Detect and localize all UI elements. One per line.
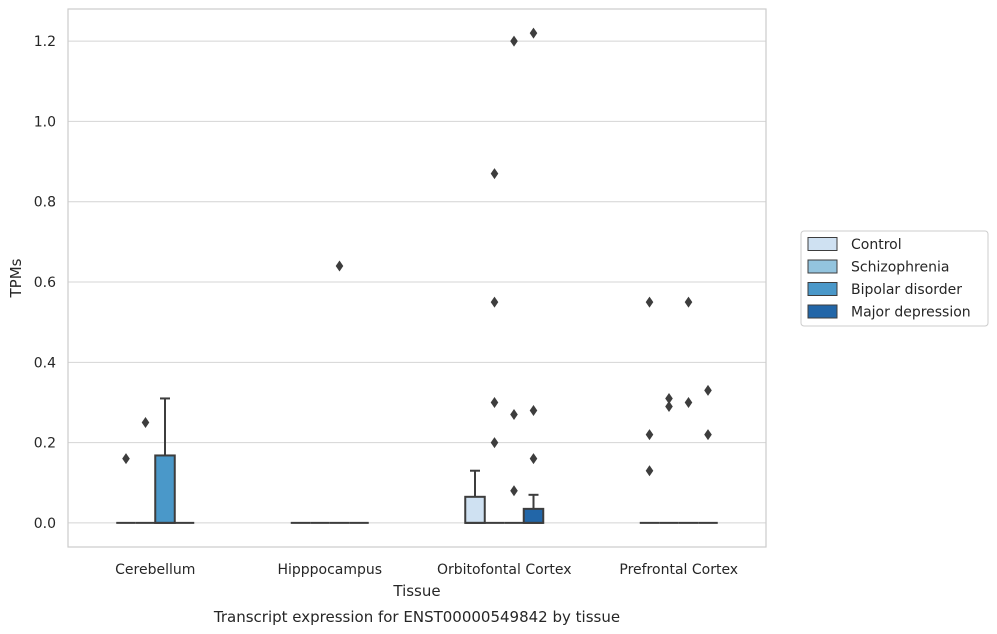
outlier-point [510, 35, 518, 47]
outlier-point [490, 396, 499, 408]
outlier-point [529, 27, 538, 39]
box-rect [522, 507, 545, 524]
x-tick-label: Prefrontal Cortex [619, 562, 738, 578]
plot-area-frame [67, 8, 767, 548]
outlier-point [645, 429, 654, 441]
legend-swatch [807, 237, 838, 251]
box-rect [154, 454, 176, 524]
outlier-point [122, 453, 130, 465]
x-tick-label: Cerebellum [115, 562, 195, 578]
outlier-point [645, 465, 654, 477]
grid-lines [68, 40, 766, 524]
outlier-point [665, 392, 673, 404]
box-group [329, 260, 350, 524]
legend-swatch [807, 282, 838, 296]
box-group [659, 392, 679, 524]
box-group [678, 296, 699, 524]
outlier-point [490, 168, 499, 180]
legend-label: Control [851, 237, 902, 253]
box-group [116, 453, 136, 524]
box-group [698, 384, 718, 524]
y-tick-label: 1.2 [34, 34, 56, 50]
chart-caption: Transcript expression for ENST0000054984… [213, 608, 620, 626]
legend-label: Bipolar disorder [851, 282, 962, 298]
x-axis-ticks: Cerebellum Hipppocampus Orbitofontal Corte… [115, 562, 738, 578]
box-group [522, 27, 545, 524]
box-group [484, 168, 505, 524]
y-tick-label: 0.2 [34, 436, 56, 452]
box-group [504, 35, 524, 524]
outlier-point [704, 429, 712, 441]
legend-swatch [807, 259, 838, 274]
outlier-point [335, 260, 344, 272]
y-axis-ticks: 0.0 0.2 0.4 0.6 0.8 1.0 1.2 [34, 34, 56, 532]
outlier-point [529, 404, 538, 416]
y-tick-label: 1.0 [34, 114, 56, 130]
box-plot-marks [116, 27, 718, 524]
legend-label: Schizophrenia [851, 260, 949, 276]
y-tick-label: 0.8 [34, 195, 56, 211]
outlier-point [684, 396, 693, 408]
legend-swatch [807, 304, 838, 319]
y-axis-title: TPMs [7, 258, 25, 298]
box-group [464, 469, 486, 524]
box-rect [464, 495, 486, 524]
outlier-point [704, 384, 712, 396]
outlier-point [141, 417, 150, 429]
outlier-point [665, 400, 673, 412]
outlier-point [490, 296, 499, 308]
legend-label: Major depression [851, 305, 971, 321]
outlier-point [510, 485, 518, 497]
outlier-point [529, 453, 538, 465]
x-tick-label: Hipppocampus [277, 562, 382, 578]
outlier-point [510, 409, 518, 421]
legend: Control Schizophrenia Bipolar disorder Majo… [800, 230, 989, 327]
outlier-point [684, 296, 693, 308]
y-tick-label: 0.4 [34, 355, 56, 371]
x-axis-title: Tissue [392, 582, 440, 600]
box-group [639, 296, 660, 524]
y-tick-label: 0.6 [34, 275, 56, 291]
box-group [135, 417, 156, 524]
y-tick-label: 0.0 [34, 516, 56, 532]
box-group [154, 397, 176, 524]
outlier-point [645, 296, 654, 308]
outlier-point [490, 437, 499, 449]
legend-frame [800, 230, 989, 327]
x-tick-label: Orbitofontal Cortex [437, 562, 572, 578]
